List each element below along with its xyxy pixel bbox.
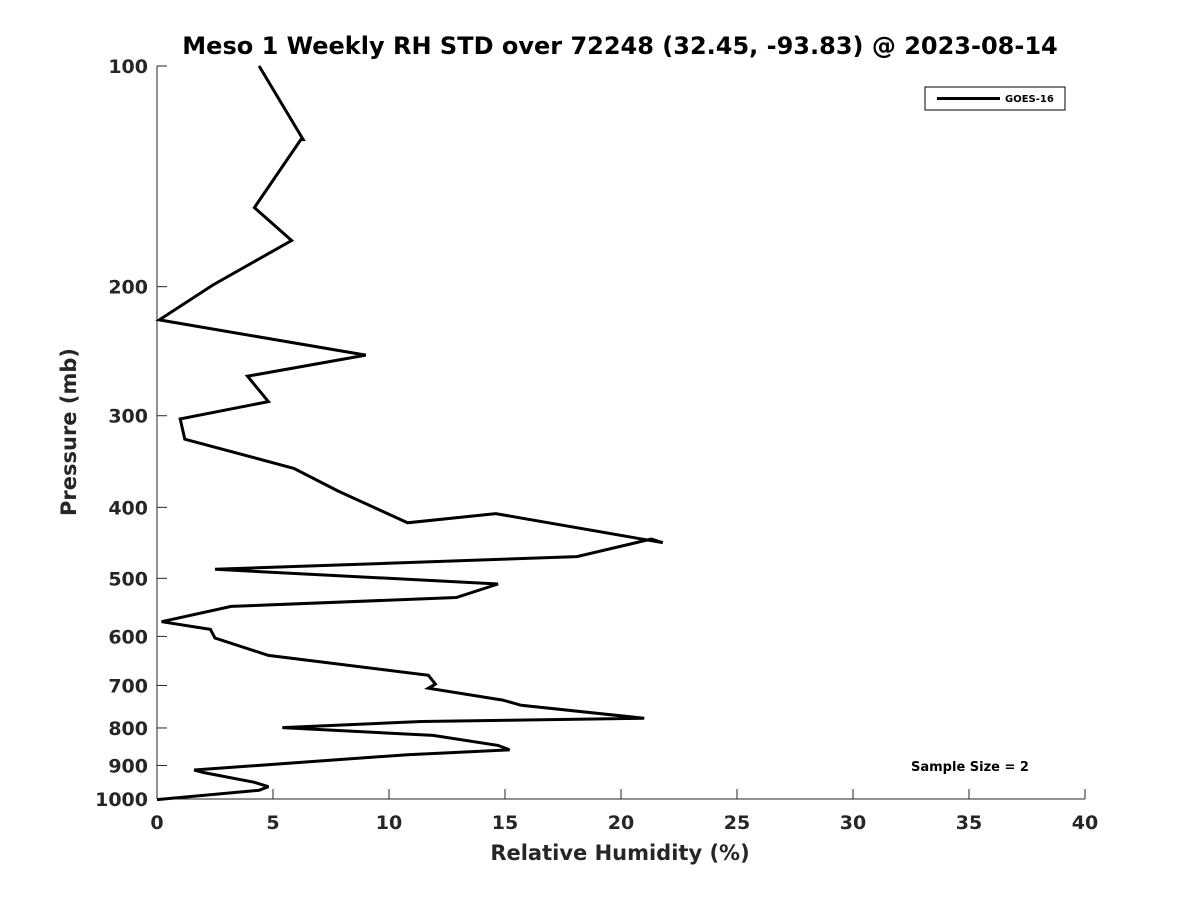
y-tick-label: 800 [108, 718, 148, 740]
y-tick-label: 900 [108, 755, 148, 777]
x-tick-label: 25 [724, 812, 750, 834]
y-tick-label: 400 [108, 497, 148, 519]
sample-size-annotation: Sample Size = 2 [911, 760, 1029, 775]
x-tick-label: 40 [1072, 812, 1098, 834]
x-tick-label: 5 [266, 812, 279, 834]
x-axis-label: Relative Humidity (%) [490, 841, 749, 865]
y-tick-label: 600 [108, 626, 148, 648]
legend-label-goes-16: GOES-16 [1005, 94, 1054, 105]
y-tick-label: 200 [108, 277, 148, 299]
x-tick-label: 30 [840, 812, 866, 834]
y-tick-label: 700 [108, 675, 148, 697]
legend: GOES-16 [924, 86, 1066, 111]
chart-title: Meso 1 Weekly RH STD over 72248 (32.45, … [182, 32, 1057, 60]
x-axis: 0 5 10 15 20 25 30 35 40 [150, 789, 1098, 834]
x-tick-label: 35 [956, 812, 982, 834]
y-tick-label: 500 [108, 568, 148, 590]
x-tick-label: 20 [608, 812, 634, 834]
y-axis-label: Pressure (mb) [57, 348, 81, 516]
series-line-goes-16 [155, 65, 664, 802]
y-tick-label: 100 [108, 56, 148, 78]
x-tick-label: 10 [376, 812, 402, 834]
y-tick-label: 300 [108, 406, 148, 428]
y-tick-label: 1000 [95, 789, 148, 811]
series-layer [155, 65, 664, 802]
x-tick-label: 0 [150, 812, 163, 834]
y-axis: 100 200 300 400 500 600 700 800 900 1000 [95, 56, 167, 811]
x-tick-label: 15 [492, 812, 518, 834]
plot-area [156, 66, 1085, 800]
